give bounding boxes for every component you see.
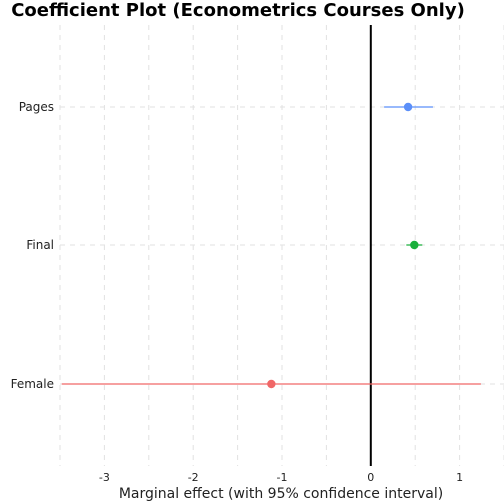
y-tick-label: Final [26,238,54,252]
y-tick-label: Pages [19,100,54,114]
coefficient-point [403,102,413,112]
x-tick-label: -2 [188,471,199,484]
coefficient-point [410,240,419,250]
x-tick-label: 1 [456,471,463,484]
x-tick-label: -1 [277,471,288,484]
coefficient-point [267,379,276,389]
x-tick-label: -3 [99,471,110,484]
x-tick-label: 0 [367,471,374,484]
chart-title: Coefficient Plot (Econometrics Courses O… [11,0,465,21]
y-tick-label: Female [11,377,54,391]
x-axis-label: Marginal effect (with 95% confidence int… [119,486,443,502]
